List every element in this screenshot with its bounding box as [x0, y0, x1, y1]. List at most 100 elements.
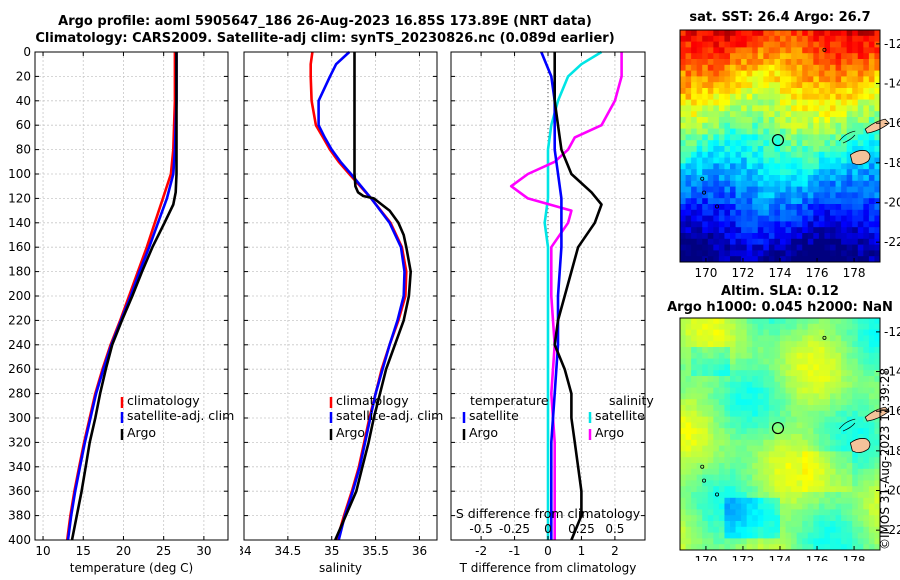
- sst-map-cell: [713, 105, 720, 112]
- sst-map-cell: [741, 227, 748, 234]
- sst-map-cell: [752, 180, 759, 187]
- sst-map-profile-marker: [771, 133, 785, 147]
- sla-map-cell: [868, 532, 875, 539]
- sla-map-cell: [868, 503, 875, 510]
- sla-map-cell: [724, 434, 731, 441]
- sla-map-cell: [813, 358, 820, 365]
- sst-map-cell: [846, 233, 853, 240]
- sst-map-cell: [807, 30, 814, 37]
- sla-map-cell: [741, 480, 748, 487]
- sla-map-cell: [863, 428, 870, 435]
- sst-map-cell: [730, 41, 736, 48]
- salinity-chart: 34 34.5 35 35.5 36salinityclimatologysatelli…: [240, 51, 443, 575]
- sla-map-cell: [713, 376, 720, 383]
- sla-map-cell: [724, 335, 731, 342]
- sst-map-cell: [713, 209, 720, 216]
- sst-map-cell: [835, 215, 842, 222]
- sla-map-cell: [807, 393, 814, 400]
- sla-map-cell: [796, 532, 803, 539]
- sla-map-cell: [752, 393, 759, 400]
- sla-map-cell: [735, 416, 742, 423]
- sst-map-cell: [807, 128, 814, 135]
- sla-map-cell: [724, 410, 731, 417]
- sla-map-cell: [680, 492, 686, 499]
- sst-map-cell: [768, 215, 775, 222]
- sla-map-cell: [791, 387, 798, 394]
- sla-map-cell: [696, 347, 703, 354]
- sla-map-cell: [796, 463, 803, 470]
- sst-map-cell: [696, 163, 703, 170]
- sla-map-cell: [830, 352, 836, 359]
- sst-map-cell: [691, 59, 698, 66]
- sst-map-cell: [802, 93, 809, 100]
- sst-map-cell: [774, 140, 781, 147]
- sla-map-cell: [685, 532, 692, 539]
- sla-map-cell: [707, 329, 714, 336]
- sst-map-cell: [730, 117, 736, 124]
- sst-map-cell: [824, 99, 831, 106]
- sla-map-cell: [768, 457, 775, 464]
- sst-map-cell: [746, 209, 753, 216]
- sla-map-cell: [685, 376, 692, 383]
- sst-map-cell: [702, 209, 709, 216]
- sst-map-cell: [763, 35, 770, 42]
- sst-map-cell: [768, 99, 775, 106]
- sla-map-cell: [718, 370, 725, 377]
- sla-map-cell: [824, 422, 831, 429]
- sla-map-cell: [730, 532, 736, 539]
- sla-map-cell: [774, 445, 781, 452]
- sst-map-cell: [741, 82, 748, 89]
- x-axis-label: salinity: [319, 561, 362, 575]
- sla-map-cell: [746, 457, 753, 464]
- sst-map-cell: [696, 76, 703, 83]
- sla-map-cell: [713, 480, 720, 487]
- sla-map-cell: [796, 515, 803, 522]
- sst-map-cell: [757, 186, 764, 193]
- sst-map-cell: [796, 151, 803, 158]
- sla-map-cell: [835, 399, 842, 406]
- sst-map-cell: [852, 244, 859, 251]
- plot-title-line1: Argo profile: aoml 5905647_186 26-Aug-20…: [58, 14, 592, 29]
- sst-map-cell: [813, 128, 820, 135]
- sst-map-cell: [730, 157, 736, 164]
- sla-map-cell: [824, 492, 831, 499]
- sst-map-cell: [846, 59, 853, 66]
- sla-map-cell: [852, 480, 859, 487]
- sla-map-cell: [741, 497, 748, 504]
- sst-map-cell: [780, 215, 786, 222]
- sla-map-cell: [757, 532, 764, 539]
- sla-map-cell: [780, 532, 786, 539]
- sst-map-cell: [852, 233, 859, 240]
- sla-map-cell: [680, 381, 686, 388]
- sla-map-cell: [680, 352, 686, 359]
- sst-map-cell: [691, 140, 698, 147]
- sst-map-cell: [830, 227, 836, 234]
- sla-map-cell: [863, 515, 870, 522]
- sla-map-cell: [730, 318, 736, 325]
- sla-map-cell: [835, 497, 842, 504]
- sla-map-cell: [830, 526, 836, 533]
- sst-map-cell: [746, 82, 753, 89]
- sst-map-cell: [780, 41, 786, 48]
- sst-map-cell: [807, 204, 814, 211]
- sst-map-cell: [824, 59, 831, 66]
- sst-map-cell: [680, 233, 686, 240]
- sst-map-islet: [822, 47, 827, 52]
- sst-map-cell: [802, 128, 809, 135]
- sla-map-cell: [807, 405, 814, 412]
- sst-map-cell: [685, 30, 692, 37]
- sla-map-cell: [830, 364, 836, 371]
- sla-map-cell: [702, 329, 709, 336]
- sst-map-cell: [718, 111, 725, 118]
- sst-map-cell: [868, 76, 875, 83]
- sst-map-cell: [741, 244, 748, 251]
- sla-map-cell: [757, 451, 764, 458]
- sla-map-cell: [791, 544, 798, 551]
- sla-map-cell: [863, 422, 870, 429]
- sla-map-cell: [707, 416, 714, 423]
- sst-map-cell: [768, 64, 775, 71]
- sst-map-cell: [713, 163, 720, 170]
- sla-map-lat-tick-label: -18: [884, 444, 900, 458]
- sst-map-cell: [857, 134, 864, 141]
- sla-map-cell: [863, 370, 870, 377]
